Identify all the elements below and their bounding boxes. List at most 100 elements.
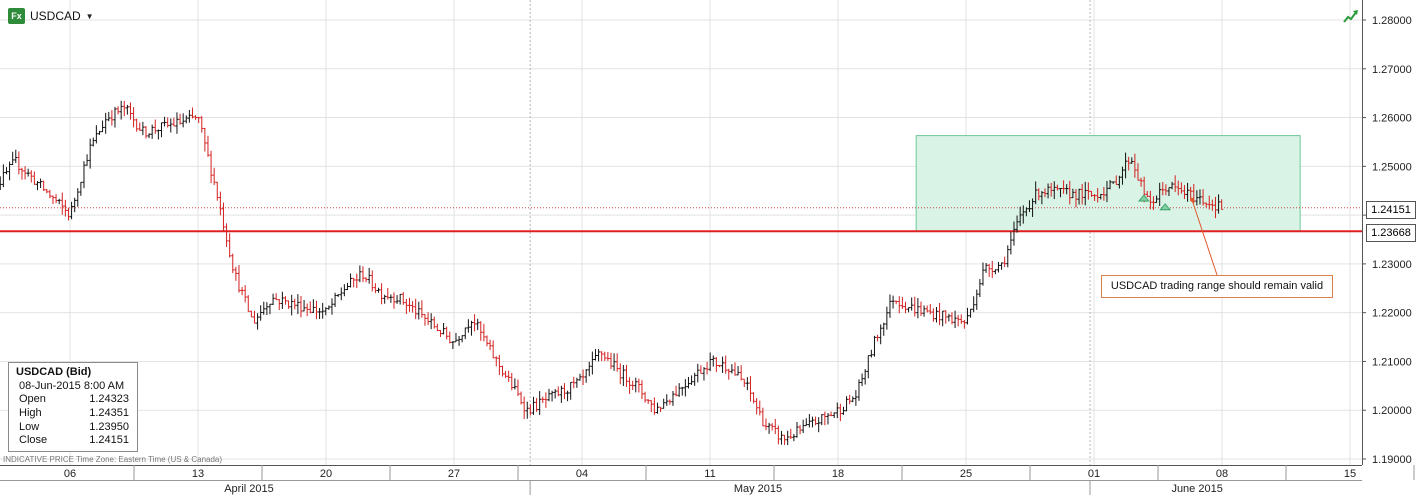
ohlc-bar [965, 307, 969, 325]
ohlc-bar [767, 422, 771, 434]
info-datetime: 08-Jun-2015 8:00 AM [19, 380, 125, 392]
ohlc-bar [4, 167, 8, 175]
x-tick-label: 08 [1216, 468, 1228, 480]
ohlc-bar [1052, 181, 1056, 200]
ohlc-bar [860, 373, 864, 387]
ohlc-bar [271, 293, 275, 305]
ohlc-bar [1031, 198, 1035, 217]
ohlc-bar [128, 102, 132, 120]
ohlc-bar [1161, 181, 1165, 196]
symbol-header[interactable]: Fx USDCAD ▼ [8, 7, 94, 25]
ohlc-bar [361, 266, 365, 283]
ohlc-bar [1040, 190, 1044, 205]
info-label: Close [19, 434, 48, 447]
ohlc-bar [727, 368, 731, 380]
ohlc-bar [473, 314, 477, 332]
ohlc-bar [215, 181, 219, 201]
ohlc-bar [457, 335, 461, 346]
ohlc-bar [1077, 188, 1081, 205]
ohlc-bar [897, 296, 901, 314]
ohlc-bar [941, 310, 945, 327]
ohlc-bar [48, 189, 52, 199]
ohlc-bar [835, 402, 839, 419]
ohlc-bar [212, 167, 216, 186]
ohlc-bar [435, 323, 439, 332]
ohlc-bar [1049, 182, 1053, 197]
ohlc-bar [144, 126, 148, 139]
ohlc-bar [913, 296, 917, 317]
chevron-down-icon[interactable]: ▼ [85, 11, 94, 21]
ohlc-bar [652, 397, 656, 415]
ohlc-bar [742, 378, 746, 388]
ohlc-bar [739, 365, 743, 381]
ohlc-bar [1217, 194, 1221, 214]
trading-range-box [915, 135, 1301, 232]
ohlc-bar [1024, 207, 1028, 217]
ohlc-bar [708, 352, 712, 372]
indicative-price-note: INDICATIVE PRICE Time Zone: Eastern Time… [3, 455, 222, 464]
ohlc-bar [975, 289, 979, 310]
ohlc-bar [476, 318, 480, 331]
info-value: 1.24351 [89, 406, 129, 419]
ohlc-bar [488, 339, 492, 351]
ohlc-bar [85, 154, 89, 166]
ohlc-bar [637, 378, 641, 393]
ohlc-bar [1136, 163, 1140, 181]
ohlc-bar [94, 125, 98, 144]
ohlc-bar [916, 298, 920, 319]
ohlc-bar [1071, 188, 1075, 199]
ohlc-bar [820, 414, 824, 426]
ohlc-info-panel: USDCAD (Bid) 08-Jun-2015 8:00 AM Open 1.… [8, 362, 138, 452]
fx-icon[interactable]: Fx [8, 8, 25, 24]
ohlc-bar [336, 294, 340, 297]
ohlc-bar [181, 113, 185, 128]
ohlc-bar [287, 300, 291, 309]
ohlc-bar [872, 335, 876, 357]
ohlc-bar [308, 301, 312, 314]
ohlc-bar [228, 233, 232, 258]
ohlc-bar [63, 199, 67, 217]
ohlc-bar [339, 287, 343, 301]
ohlc-bar [23, 166, 27, 180]
ohlc-bar [35, 181, 39, 191]
ohlc-bar [147, 133, 151, 139]
ohlc-bar [690, 375, 694, 385]
ohlc-bar [817, 417, 821, 433]
ohlc-bar [88, 138, 92, 169]
ohlc-bar [829, 411, 833, 417]
ohlc-bar [773, 418, 777, 435]
ohlc-bar [187, 109, 191, 123]
info-label: High [19, 406, 42, 419]
ohlc-bar [448, 331, 452, 344]
ohlc-bar [944, 310, 948, 324]
y-tick-label: 1.25000 [1372, 161, 1412, 173]
month-label: June 2015 [1171, 483, 1222, 495]
ohlc-bar [618, 363, 622, 385]
ohlc-bar [807, 414, 811, 428]
ohlc-bar [491, 340, 495, 359]
ohlc-bar [702, 367, 706, 381]
ohlc-bar [246, 295, 250, 312]
info-row-high: High 1.24351 [9, 407, 137, 421]
info-title: USDCAD (Bid) [16, 366, 92, 378]
ohlc-bar [969, 308, 973, 318]
ohlc-bar [866, 355, 870, 379]
ohlc-bar [302, 299, 306, 312]
ohlc-bar [11, 151, 15, 165]
ohlc-bar [1130, 157, 1134, 164]
ohlc-bar [1034, 181, 1038, 205]
time-axis[interactable]: 06 13 20 27 04 11 18 25 01 08 15 April 2015 May 2015… [0, 465, 1415, 495]
x-tick-label: 27 [448, 468, 460, 480]
ohlc-bar [724, 355, 728, 374]
ohlc-bar [327, 305, 331, 310]
ohlc-bar [376, 287, 380, 293]
ohlc-bar [553, 388, 557, 399]
trend-up-icon[interactable] [1343, 9, 1359, 23]
ohlc-bar [159, 122, 163, 138]
ohlc-bar [200, 116, 204, 133]
x-tick-label: 04 [576, 468, 588, 480]
ohlc-bar [1096, 187, 1100, 203]
ohlc-bar [438, 329, 442, 337]
symbol-label[interactable]: USDCAD [30, 9, 81, 23]
ohlc-bar [857, 379, 861, 401]
